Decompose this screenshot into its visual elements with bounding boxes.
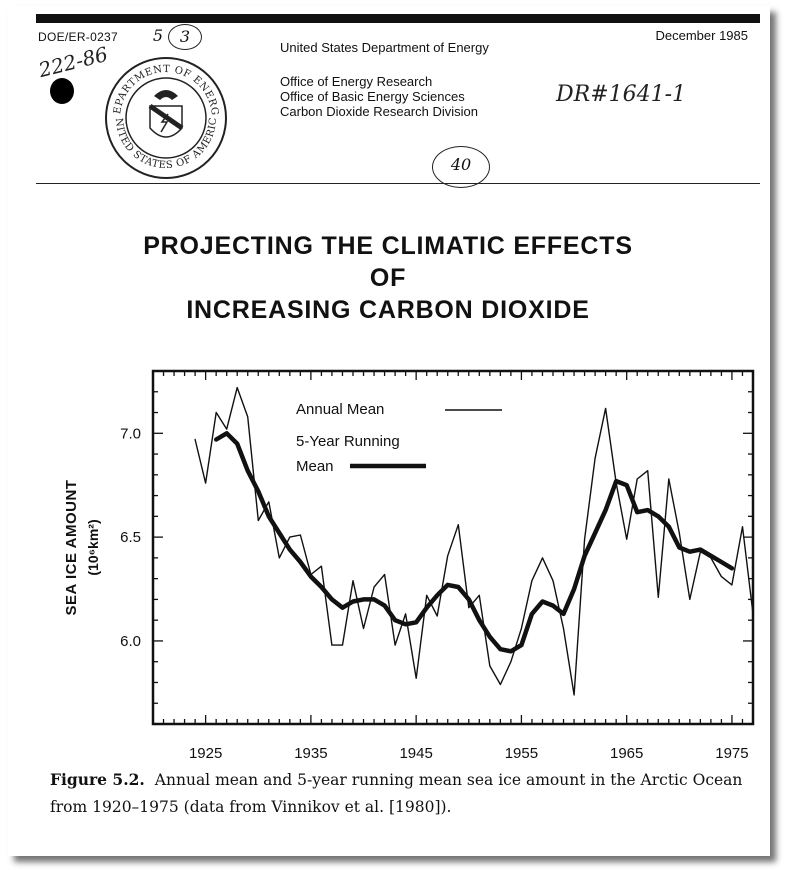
y-tick-label: 7.0 <box>120 425 141 442</box>
office-line: Office of Basic Energy Sciences <box>280 89 465 104</box>
doe-seal-logo: DEPARTMENT OF ENERGY UNITED STATES OF AM… <box>102 54 227 179</box>
x-tick-label: 1965 <box>610 745 643 762</box>
series-annual-mean <box>194 386 754 696</box>
x-tick-label: 1935 <box>294 745 327 762</box>
x-tick-label: 1945 <box>399 745 432 762</box>
handwritten-mark: 5 <box>152 26 164 45</box>
legend-label-running: 5-Year Running <box>296 433 400 450</box>
x-tick-label: 1925 <box>189 745 222 762</box>
x-tick-label: 1975 <box>715 745 748 762</box>
plot-frame <box>151 369 755 726</box>
handwritten-reference: DR#1641-1 <box>556 82 687 107</box>
caption-text: Annual mean and 5-year running mean sea … <box>50 771 743 816</box>
series-line <box>213 431 735 654</box>
legend-label-annual: Annual Mean <box>296 401 384 418</box>
document-title: PROJECTING THE CLIMATIC EFFECTS OF INCRE… <box>38 230 738 326</box>
title-line: OF <box>369 264 407 292</box>
series-line <box>194 386 754 696</box>
sea-ice-chart: 1925 1935 1945 1955 1965 1975 6.0 6.5 7.0 SEA ICE… <box>63 369 755 762</box>
header-rule <box>36 183 760 184</box>
department-name: United States Department of Energy <box>280 40 489 55</box>
title-line: PROJECTING THE CLIMATIC EFFECTS <box>143 232 633 260</box>
y-tick-label: 6.5 <box>120 529 141 546</box>
y-tick-label: 6.0 <box>120 633 141 650</box>
handwritten-page-number: 40 <box>432 146 490 188</box>
legend-label-running-2: Mean <box>296 458 334 475</box>
handwritten-circled-number: 3 <box>168 24 202 50</box>
chart-legend: Annual Mean 5-Year Running Mean <box>296 401 502 475</box>
document-date: December 1985 <box>655 28 749 43</box>
document-page: DOE/ER-0237 222-86 5 3 DEPARTMENT OF ENE… <box>8 6 770 856</box>
figure-caption: Figure 5.2. Annual mean and 5-year runnin… <box>50 766 770 821</box>
x-tick-label: 1955 <box>505 745 538 762</box>
series-running-mean <box>213 431 735 654</box>
office-line: Office of Energy Research <box>280 74 433 89</box>
top-rule <box>36 14 760 23</box>
office-list: Office of Energy Research Office of Basi… <box>280 74 478 119</box>
y-axis-label: SEA ICE AMOUNT <box>63 480 80 616</box>
y-axis-unit: (10⁶km²) <box>85 519 101 575</box>
doc-number: DOE/ER-0237 <box>38 30 118 44</box>
title-line: INCREASING CARBON DIOXIDE <box>186 296 590 324</box>
office-line: Carbon Dioxide Research Division <box>280 104 478 119</box>
ink-blot <box>50 78 74 104</box>
figure-label: Figure 5.2. <box>50 770 145 789</box>
